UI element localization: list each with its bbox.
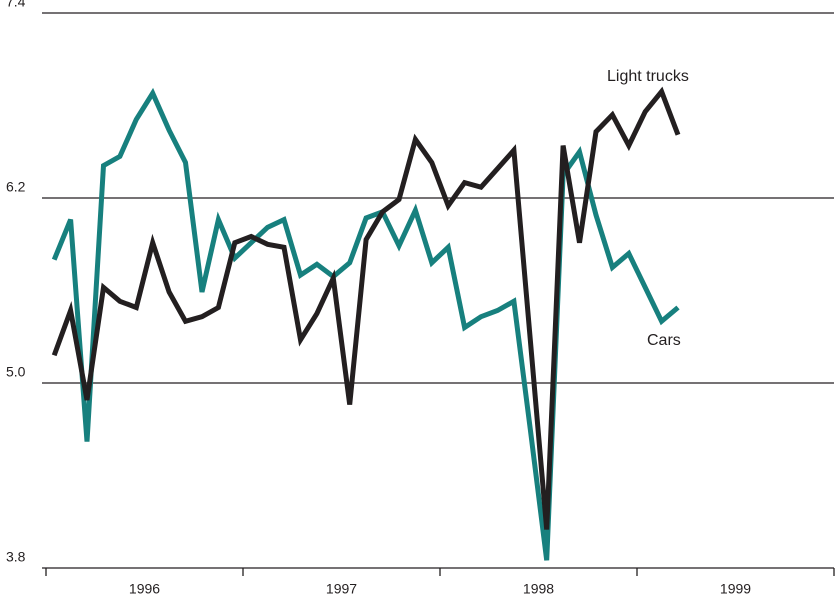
line (51, 86, 681, 530)
line (51, 87, 680, 561)
series-label: Cars (647, 332, 681, 349)
y-tick-label: 5.0 (6, 364, 26, 380)
y-tick-label: 7.4 (6, 0, 26, 10)
series-label: Light trucks (607, 68, 689, 85)
x-tick-label: 1999 (720, 581, 751, 597)
x-tick-label: 1997 (326, 581, 357, 597)
y-tick-label: 3.8 (6, 549, 26, 565)
x-tick-label: 1996 (129, 581, 160, 597)
x-tick-label: 1998 (523, 581, 554, 597)
y-tick-label: 6.2 (6, 179, 26, 195)
